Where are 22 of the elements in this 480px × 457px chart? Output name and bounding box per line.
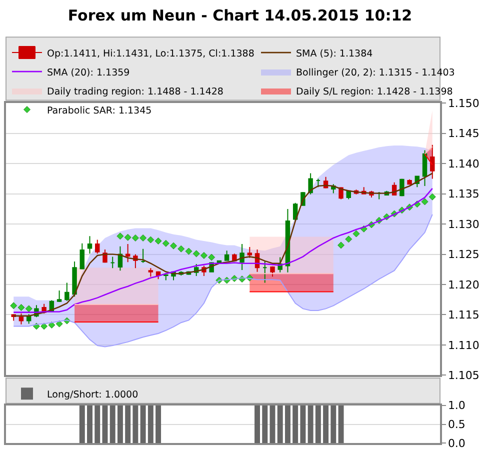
y-tick-label: 1.140 <box>448 157 480 170</box>
legend-label: Daily S/L region: 1.1428 - 1.1398 <box>296 86 453 98</box>
y-tick-label: 1.125 <box>448 248 480 262</box>
y-tick-label: 1.145 <box>448 127 480 140</box>
legend-label: Bollinger (20, 2): 1.1315 - 1.1403 <box>296 67 455 78</box>
y-tick-label: 1.120 <box>448 278 480 292</box>
legend-label: Parabolic SAR: 1.1345 <box>47 105 152 116</box>
y-tick-label: 1.0 <box>448 399 466 412</box>
y-tick-label: 0.5 <box>448 418 466 432</box>
y-tick-label: 1.135 <box>448 188 480 201</box>
y-tick-label: 1.105 <box>448 369 480 382</box>
legend-label: Op:1.1411, Hi:1.1431, Lo:1.1375, Cl:1.1388 <box>47 48 254 60</box>
legend-label: SMA (20): 1.1359 <box>47 67 130 78</box>
legend-label: Long/Short: 1.0000 <box>47 389 138 400</box>
legend-label: Daily trading region: 1.1488 - 1.1428 <box>47 86 224 98</box>
legend-label: SMA (5): 1.1384 <box>296 48 373 60</box>
y-tick-label: 1.115 <box>448 308 480 322</box>
y-tick-label: 1.150 <box>448 97 480 110</box>
y-tick-label: 0.0 <box>448 437 466 450</box>
chart-title: Forex um Neun - Chart 14.05.2015 10:12 <box>68 6 412 24</box>
y-tick-label: 1.130 <box>448 218 480 231</box>
y-tick-label: 1.110 <box>448 338 480 352</box>
